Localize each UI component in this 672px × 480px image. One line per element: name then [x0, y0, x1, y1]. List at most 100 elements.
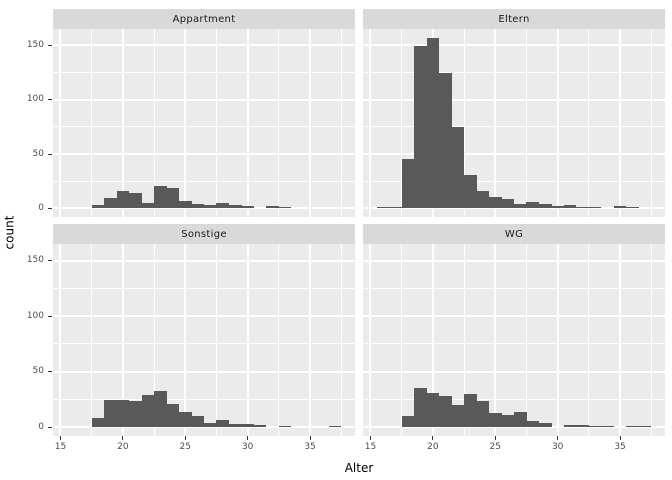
histogram-bar-age-34	[601, 426, 614, 428]
histogram-bar-age-31	[563, 425, 577, 428]
histogram-bar-age-29	[538, 422, 552, 428]
y-tick-label: 150	[26, 39, 44, 50]
x-tick-label: 30	[241, 442, 254, 452]
x-tick-label: 20	[117, 442, 129, 452]
gridline-minor-y	[53, 180, 355, 182]
gridline-major-x	[619, 244, 622, 436]
x-tick-label: 35	[304, 442, 316, 452]
y-tick-label: 100	[26, 94, 44, 105]
histogram-bar-age-23	[154, 390, 167, 428]
gridline-major-x	[494, 29, 497, 217]
y-tick-mark	[48, 315, 52, 317]
histogram-bar-age-31	[253, 425, 267, 428]
gridline-major-x	[494, 244, 497, 436]
histogram-bar-age-20	[116, 399, 130, 428]
gridline-major-y	[363, 259, 665, 262]
histogram-bar-age-36	[626, 207, 639, 209]
histogram-bar-age-30	[241, 206, 254, 209]
histogram-bar-age-19	[414, 46, 427, 209]
gridline-major-y	[363, 315, 665, 318]
facet-strip-label: Sonstige	[181, 228, 227, 240]
histogram-bar-age-32	[576, 425, 589, 428]
gridline-minor-y	[363, 71, 665, 73]
gridline-major-y	[363, 426, 665, 429]
gridline-major-x	[309, 29, 312, 217]
y-tick-label: 0	[38, 421, 44, 432]
facet-strip-wg: WG	[363, 224, 665, 244]
gridline-major-y	[363, 44, 665, 47]
gridline-minor-y	[53, 126, 355, 128]
x-tick-mark	[309, 436, 311, 440]
gridline-minor-x	[91, 29, 93, 217]
histogram-bar-age-22	[451, 405, 465, 428]
facet-panel-wg	[363, 244, 665, 436]
histogram-bar-age-23	[154, 185, 167, 209]
histogram-bar-age-31	[563, 205, 577, 209]
histogram-bar-age-18	[401, 416, 415, 428]
gridline-minor-x	[278, 29, 280, 217]
gridline-major-y	[53, 153, 355, 156]
gridline-major-x	[431, 244, 434, 436]
gridline-minor-x	[463, 29, 465, 217]
histogram-bar-age-26	[191, 416, 205, 428]
histogram-bar-age-32	[266, 206, 279, 209]
histogram-bar-age-24	[476, 400, 490, 428]
histogram-bar-age-25	[489, 196, 502, 209]
histogram-bar-age-26	[501, 415, 515, 428]
histogram-bar-age-37	[638, 426, 652, 428]
histogram-bar-age-25	[179, 411, 192, 428]
y-tick-mark	[48, 260, 52, 261]
histogram-bar-age-30	[241, 423, 254, 428]
gridline-minor-x	[153, 29, 155, 217]
histogram-bar-age-16	[376, 207, 390, 209]
histogram-bar-age-18	[91, 205, 105, 209]
gridline-major-y	[53, 98, 355, 101]
gridline-minor-x	[215, 244, 217, 436]
gridline-major-y	[53, 315, 355, 318]
gridline-major-x	[59, 29, 62, 217]
y-tick-label: 50	[32, 366, 44, 377]
histogram-bar-age-33	[278, 207, 292, 209]
gridline-minor-x	[463, 244, 465, 436]
histogram-bar-age-29	[228, 423, 242, 428]
histogram-bar-age-27	[204, 205, 217, 209]
histogram-bar-age-17	[389, 207, 402, 209]
x-tick-mark	[122, 436, 124, 440]
histogram-bar-age-29	[228, 205, 242, 209]
histogram-bar-age-28	[216, 419, 230, 428]
histogram-bar-age-21	[129, 400, 142, 428]
facet-strip-label: Appartment	[172, 13, 236, 25]
histogram-bar-age-26	[191, 204, 205, 209]
histogram-bar-age-28	[216, 203, 230, 209]
gridline-major-x	[121, 29, 124, 217]
y-tick-label: 150	[26, 255, 44, 265]
gridline-minor-y	[363, 343, 665, 345]
histogram-bar-age-24	[476, 191, 490, 209]
histogram-bar-age-25	[179, 200, 192, 209]
gridline-major-x	[246, 244, 249, 436]
facet-strip-eltern: Eltern	[363, 9, 665, 29]
y-tick-mark	[48, 99, 52, 101]
x-tick-label: 30	[551, 442, 564, 452]
gridline-minor-x	[91, 244, 93, 436]
histogram-bar-age-21	[439, 73, 452, 209]
histogram-bar-age-22	[141, 203, 155, 209]
gridline-minor-y	[363, 287, 665, 289]
y-tick-mark	[48, 207, 52, 209]
facet-panel-appartment	[53, 29, 355, 217]
x-tick-label: 35	[614, 442, 626, 452]
gridline-minor-y	[53, 398, 355, 400]
x-tick-mark	[184, 436, 186, 440]
y-tick-mark	[48, 44, 52, 46]
x-tick-label: 25	[489, 442, 501, 452]
gridline-minor-x	[215, 29, 217, 217]
gridline-major-y	[363, 370, 665, 373]
y-tick-mark	[48, 371, 52, 373]
histogram-bar-age-23	[464, 393, 477, 428]
gridline-major-y	[363, 207, 665, 210]
histogram-bar-age-22	[451, 126, 465, 209]
facet-strip-sonstige: Sonstige	[53, 224, 355, 244]
facet-strip-label: Eltern	[498, 13, 530, 25]
histogram-bar-age-21	[439, 396, 452, 428]
histogram-bar-age-18	[401, 159, 415, 209]
